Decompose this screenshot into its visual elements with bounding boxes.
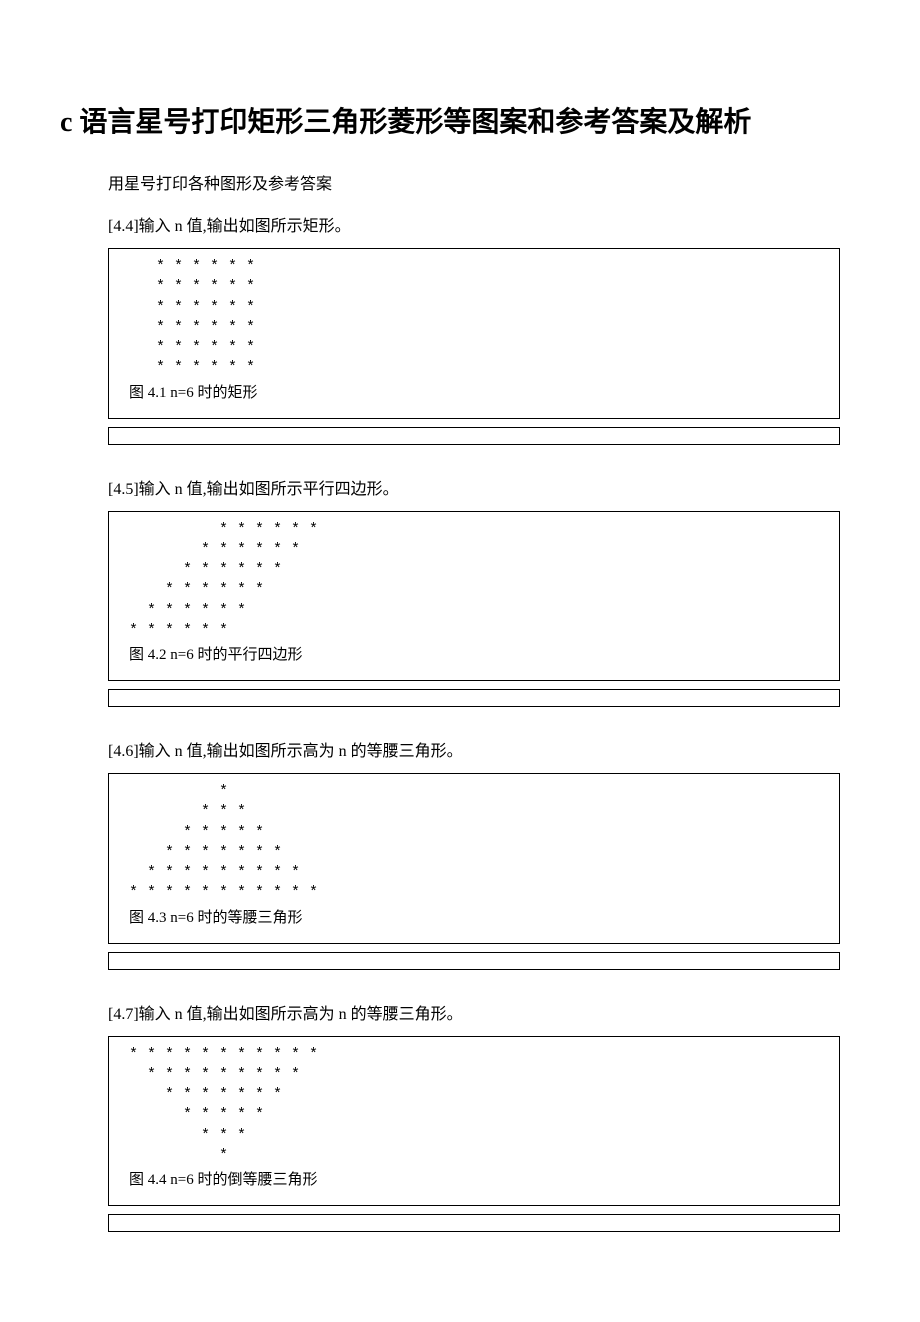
problem-text: [4.7]输入 n 值,输出如图所示高为 n 的等腰三角形。	[60, 1000, 860, 1024]
figure-box: * * * * * * * * * * * * * * * * * * * * …	[108, 773, 840, 944]
figure-box: * * * * * * * * * * * * * * * * * * * * …	[108, 511, 840, 682]
figure-box: * * * * * * * * * * * * * * * * * * * * …	[108, 248, 840, 419]
problem-text: [4.5]输入 n 值,输出如图所示平行四边形。	[60, 475, 860, 499]
figure-content: * * * * * * * * * * * * * * * * * * * * …	[129, 782, 819, 904]
spacer-box	[108, 952, 840, 970]
figure-caption: 图 4.2 n=6 时的平行四边形	[129, 643, 819, 664]
figure-content: * * * * * * * * * * * * * * * * * * * * …	[129, 520, 819, 642]
problem-text: [4.4]输入 n 值,输出如图所示矩形。	[60, 212, 860, 236]
figure-caption: 图 4.3 n=6 时的等腰三角形	[129, 906, 819, 927]
spacer-box	[108, 427, 840, 445]
figure-caption: 图 4.1 n=6 时的矩形	[129, 381, 819, 402]
spacer-box	[108, 689, 840, 707]
problem-text: [4.6]输入 n 值,输出如图所示高为 n 的等腰三角形。	[60, 737, 860, 761]
figure-caption: 图 4.4 n=6 时的倒等腰三角形	[129, 1168, 819, 1189]
spacer-box	[108, 1214, 840, 1232]
figure-box: * * * * * * * * * * * * * * * * * * * * …	[108, 1036, 840, 1207]
page-title: c 语言星号打印矩形三角形菱形等图案和参考答案及解析	[60, 100, 860, 140]
subtitle: 用星号打印各种图形及参考答案	[60, 170, 860, 194]
figure-content: * * * * * * * * * * * * * * * * * * * * …	[129, 257, 819, 379]
figure-content: * * * * * * * * * * * * * * * * * * * * …	[129, 1045, 819, 1167]
